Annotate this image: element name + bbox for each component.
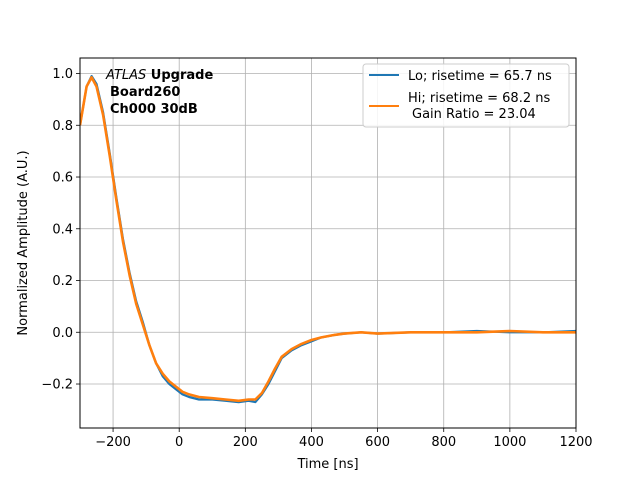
annotation-board: Board260 [110,85,180,100]
x-tick-label: 200 [233,435,258,450]
y-tick-label: 0.8 [52,119,73,134]
x-tick-label: 400 [299,435,324,450]
svg-text:ATLAS Upgrade: ATLAS Upgrade [105,68,213,83]
y-tick-label: 0.2 [52,274,73,289]
x-tick-label: 800 [431,435,456,450]
series-line-hi [80,76,576,403]
y-tick-label: −0.2 [41,378,73,393]
series-layer [80,74,576,404]
x-axis-label: Time [ns] [296,457,358,472]
y-tick-label: 0.4 [52,222,73,237]
y-tick-label: 1.0 [52,67,73,82]
y-axis-label: Normalized Amplitude (A.U.) [16,150,31,335]
annotation-channel: Ch000 30dB [110,102,198,117]
x-tick-label: 0 [175,435,183,450]
x-tick-label: 600 [365,435,390,450]
x-tick-label: −200 [95,435,131,450]
legend: Lo; risetime = 65.7 ns Hi; risetime = 68… [362,63,570,128]
y-tick-label: 0.0 [52,326,73,341]
x-tick-label: 1200 [559,435,592,450]
annotation-atlas: ATLAS [105,68,146,83]
legend-box [362,63,570,128]
legend-label-hi: Hi; risetime = 68.2 ns [408,91,550,106]
annotation-upgrade: Upgrade [146,68,213,83]
experiment-annotation: ATLAS Upgrade Board260 Ch000 30dB [105,68,213,117]
ticks: −200 0 200 400 600 800 1000 1200 −0.2 0.0 0.2 0.4 0.… [41,67,592,450]
legend-label-hi-gain: Gain Ratio = 23.04 [412,107,536,122]
y-tick-label: 0.6 [52,171,73,186]
plot-frame [79,57,577,429]
x-tick-label: 1000 [493,435,526,450]
legend-label-lo: Lo; risetime = 65.7 ns [408,69,552,84]
